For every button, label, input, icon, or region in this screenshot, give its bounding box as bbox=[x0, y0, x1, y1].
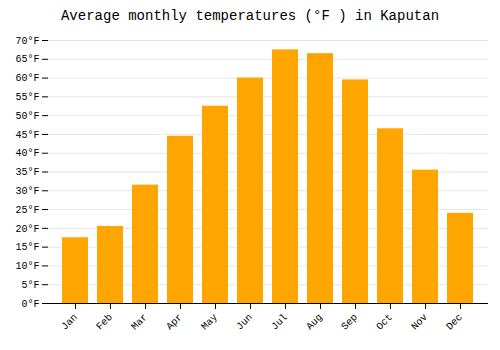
svg-text:25°F: 25°F bbox=[15, 205, 39, 216]
svg-text:45°F: 45°F bbox=[15, 130, 39, 141]
svg-text:5°F: 5°F bbox=[21, 280, 39, 291]
svg-text:Sep: Sep bbox=[339, 312, 360, 333]
svg-text:Oct: Oct bbox=[374, 312, 395, 333]
svg-text:55°F: 55°F bbox=[15, 92, 39, 103]
svg-text:May: May bbox=[199, 312, 220, 333]
svg-text:35°F: 35°F bbox=[15, 167, 39, 178]
svg-text:70°F: 70°F bbox=[15, 36, 39, 47]
svg-text:0°F: 0°F bbox=[21, 299, 39, 310]
svg-text:60°F: 60°F bbox=[15, 73, 39, 84]
svg-text:Aug: Aug bbox=[304, 312, 325, 333]
svg-text:40°F: 40°F bbox=[15, 148, 39, 159]
svg-text:15°F: 15°F bbox=[15, 242, 39, 253]
svg-text:10°F: 10°F bbox=[15, 261, 39, 272]
svg-text:65°F: 65°F bbox=[15, 54, 39, 65]
svg-text:20°F: 20°F bbox=[15, 224, 39, 235]
svg-text:Apr: Apr bbox=[164, 312, 185, 333]
svg-text:Jul: Jul bbox=[269, 312, 290, 333]
html-text:Average monthly temperatures (: Average monthly temperatures (°F ) in Ka… bbox=[61, 8, 439, 24]
svg-text:Jan: Jan bbox=[59, 312, 80, 333]
svg-text:Feb: Feb bbox=[94, 312, 115, 333]
svg-text:Jun: Jun bbox=[234, 312, 255, 333]
svg-text:Nov: Nov bbox=[409, 312, 430, 333]
svg-text:Dec: Dec bbox=[444, 312, 465, 333]
svg-text:50°F: 50°F bbox=[15, 111, 39, 122]
svg-text:30°F: 30°F bbox=[15, 186, 39, 197]
svg-text:Mar: Mar bbox=[129, 312, 150, 333]
